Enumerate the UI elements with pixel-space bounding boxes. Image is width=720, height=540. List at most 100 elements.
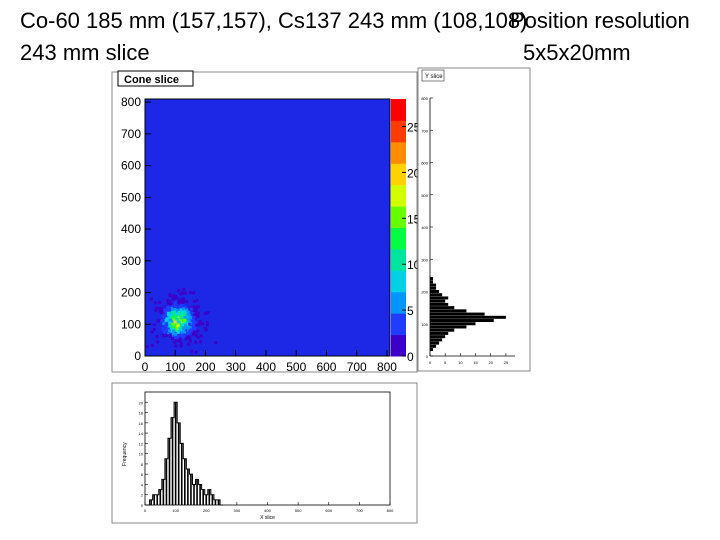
- heatmap-cell: [164, 324, 168, 328]
- heatmap-cell: [193, 315, 197, 319]
- heatmap-cell: [173, 328, 177, 332]
- heatmap-title: Cone slice: [124, 74, 179, 86]
- x-slice-bar: [211, 494, 214, 505]
- heatmap-cell: [184, 320, 188, 324]
- y-slice-bar: [430, 306, 455, 310]
- y-slice-bar: [430, 280, 434, 284]
- heatmap-cell: [175, 312, 179, 316]
- x-slice-bar: [217, 499, 220, 505]
- heatmap-cell: [181, 326, 185, 330]
- x-slice-bar: [180, 443, 183, 505]
- x-slice-y-tick-label: 18: [139, 411, 144, 416]
- x-slice-y-tick-label: 4: [141, 482, 144, 487]
- x-slice-y-tick-label: 6: [141, 472, 144, 477]
- heatmap-cell: [164, 321, 168, 325]
- heatmap-cell: [188, 339, 192, 343]
- heatmap-cell: [206, 311, 210, 315]
- heatmap-cell: [171, 325, 175, 329]
- heatmap-cell: [154, 308, 158, 312]
- heatmap-colorbar: [391, 99, 406, 357]
- heatmap-cell: [192, 291, 196, 295]
- heatmap-cell: [179, 344, 183, 348]
- heatmap-cell: [188, 316, 192, 320]
- x-slice-tick-label: 600: [325, 508, 332, 513]
- heatmap-cell: [204, 326, 208, 330]
- heatmap-cell: [192, 325, 196, 329]
- heatmap-cell: [179, 302, 183, 306]
- y-slice-bar: [430, 344, 437, 348]
- heatmap-cell: [194, 340, 198, 344]
- y-slice-bar: [430, 277, 434, 281]
- colorbar-segment: [391, 270, 406, 293]
- x-slice-bar: [162, 479, 165, 505]
- heatmap-cell: [183, 310, 187, 314]
- heatmap-cell: [173, 320, 177, 324]
- colorbar-segment: [391, 206, 406, 228]
- heatmap-cell: [164, 330, 168, 334]
- y-slice-value-tick-label: 20: [488, 360, 493, 365]
- x-slice-y-tick-label: 12: [139, 441, 144, 446]
- colorbar-tick-label: 20: [407, 166, 421, 180]
- heatmap-cell: [194, 306, 198, 310]
- heatmap-cell: [185, 312, 189, 316]
- heatmap-cell: [170, 322, 174, 326]
- x-slice-bar: [153, 494, 155, 505]
- x-slice-bar: [171, 417, 174, 505]
- x-slice-x-label: X slice: [260, 515, 275, 521]
- heatmap-cell: [191, 315, 195, 319]
- heatmap-cell: [165, 311, 169, 315]
- heatmap-cell: [182, 330, 186, 334]
- x-slice-y-tick-label: 8: [141, 462, 144, 467]
- heatmap-cell: [171, 297, 175, 301]
- heatmap-cell: [171, 319, 175, 323]
- heatmap-cell: [168, 329, 172, 333]
- heatmap-cell: [166, 311, 170, 315]
- x-slice-bar: [156, 494, 159, 505]
- heatmap-cell: [169, 302, 173, 306]
- colorbar-axis: 0 5 10 15 20 25: [402, 121, 421, 364]
- heatmap-cell: [183, 312, 187, 316]
- heatmap-cell: [188, 328, 192, 332]
- heatmap-cell: [173, 305, 177, 309]
- colorbar-segment: [391, 120, 406, 143]
- x-slice-tick-label: 400: [264, 508, 271, 513]
- heatmap-cell: [192, 313, 196, 317]
- heatmap-cell: [194, 308, 198, 312]
- x-slice-bar: [159, 489, 162, 505]
- x-slice-bar: [187, 469, 189, 505]
- heatmap-cell: [176, 324, 180, 328]
- heatmap-cell: [198, 322, 202, 326]
- y-slice-bar: [430, 309, 467, 313]
- y-slice-tick-label: 700: [421, 128, 428, 133]
- heatmap-cell: [194, 330, 198, 334]
- heatmap-x-tick-label: 300: [226, 360, 246, 374]
- heatmap-cell: [183, 305, 187, 309]
- x-slice-bar: [205, 494, 208, 505]
- heatmap-cell: [171, 311, 175, 315]
- heatmap-cell: [172, 312, 176, 316]
- y-slice-bar: [430, 322, 476, 326]
- heatmap-y-tick-label: 200: [121, 286, 141, 300]
- heatmap-cell: [179, 342, 183, 346]
- heatmap-cell: [196, 313, 200, 317]
- heatmap-cell: [146, 345, 150, 349]
- heatmap-cell: [183, 291, 187, 295]
- heatmap-cell: [181, 300, 185, 304]
- heatmap-cell: [188, 290, 192, 294]
- heatmap-cell: [205, 320, 209, 324]
- y-slice-bar: [430, 283, 437, 287]
- y-slice-title: Y slice: [425, 74, 443, 80]
- x-slice-tick-label: 700: [356, 508, 363, 513]
- resolution-label: Position resolution: [510, 8, 690, 33]
- heatmap-cell: [184, 326, 188, 330]
- heatmap-cell: [172, 323, 176, 327]
- x-slice-y-label: Frequency: [122, 442, 128, 466]
- heatmap-cell: [187, 336, 191, 340]
- y-slice-bar: [430, 299, 446, 303]
- heatmap-y-tick-label: 400: [121, 222, 141, 236]
- heatmap-hotspot: [146, 288, 218, 354]
- y-slice-value-tick-label: 0: [429, 360, 432, 365]
- heatmap-cell: [195, 298, 199, 302]
- heatmap-cell: [194, 311, 198, 315]
- heatmap-cell: [175, 326, 179, 330]
